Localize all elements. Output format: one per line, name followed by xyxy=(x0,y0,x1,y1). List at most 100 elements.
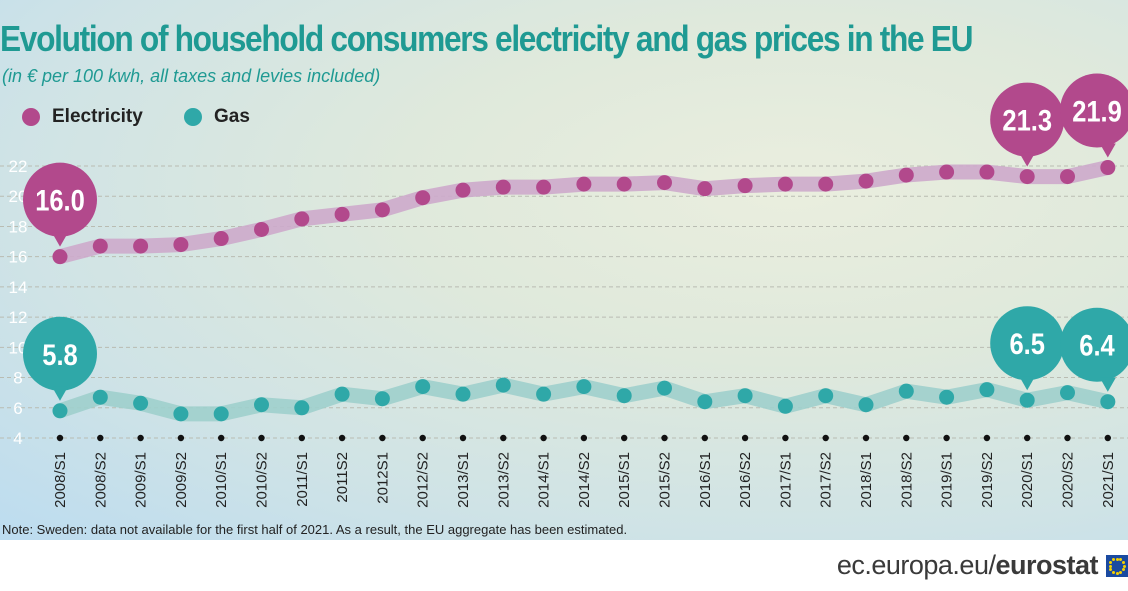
eu-star-icon xyxy=(1112,570,1115,574)
data-point-gas xyxy=(657,380,672,396)
x-tick-label: 2017/S2 xyxy=(818,452,835,508)
x-tick-label: 2009/S2 xyxy=(173,452,190,508)
eu-flag-icon xyxy=(1106,555,1128,577)
source-brand: eurostat xyxy=(995,550,1098,580)
data-point-gas xyxy=(254,397,269,413)
callout-value: 16.0 xyxy=(35,184,85,217)
x-tick-dot xyxy=(903,434,910,442)
eu-star-icon xyxy=(1121,568,1125,571)
data-point-gas xyxy=(1019,392,1035,408)
x-tick-label: 2016/S2 xyxy=(737,452,754,508)
eu-star-icon xyxy=(1115,571,1119,575)
callout-bubble xyxy=(23,162,97,237)
y-tick-label: 22 xyxy=(9,157,28,176)
x-tick-dot xyxy=(1064,434,1071,442)
callout-value: 5.8 xyxy=(42,338,77,371)
x-tick-dot xyxy=(741,434,749,442)
legend-label-electricity: Electricity xyxy=(52,106,143,127)
callout-gas: 5.8 xyxy=(23,316,97,401)
x-tick-dot xyxy=(459,434,467,442)
eu-star-icon xyxy=(1109,561,1113,564)
x-tick-dot xyxy=(1104,434,1112,442)
data-point-electricity xyxy=(374,202,390,218)
data-point-electricity xyxy=(898,167,914,183)
callout-value: 6.5 xyxy=(1009,327,1044,360)
callout-pointer xyxy=(52,232,68,247)
y-tick-label: 8 xyxy=(13,369,22,388)
data-point-gas xyxy=(415,379,431,395)
x-tick-label: 2008/S1 xyxy=(52,452,69,508)
data-point-electricity xyxy=(213,231,229,247)
data-point-electricity xyxy=(858,173,874,189)
x-tick-label: 2010/S2 xyxy=(254,452,271,508)
callout-pointer xyxy=(1019,152,1036,167)
callout-pointer xyxy=(1099,143,1116,158)
callout-pointer xyxy=(1099,377,1116,392)
data-point-electricity xyxy=(334,206,350,222)
x-tick-label: 2016/S1 xyxy=(697,452,714,508)
eu-star-icon xyxy=(1108,564,1112,568)
x-tick-label: 2020/S2 xyxy=(1060,452,1077,508)
x-tick-dot xyxy=(298,434,305,442)
data-point-gas xyxy=(576,379,592,395)
callout-value: 6.4 xyxy=(1079,329,1115,362)
callout-electricity: 16.0 xyxy=(23,162,97,247)
legend-swatch-gas xyxy=(184,108,202,126)
x-tick-label: 2010/S1 xyxy=(213,452,230,508)
x-tick-dot xyxy=(983,434,991,442)
y-tick-label: 10 xyxy=(9,338,28,357)
x-tick-dot xyxy=(97,434,104,442)
eu-star-icon xyxy=(1112,558,1115,562)
legend-swatch-electricity xyxy=(22,108,40,126)
data-point-electricity xyxy=(52,249,68,265)
y-tick-label: 14 xyxy=(9,278,28,297)
footnote: Note: Sweden: data not available for the… xyxy=(2,522,628,537)
x-tick-label: 2012/S2 xyxy=(415,452,432,508)
legend-item-gas: Gas xyxy=(184,106,250,128)
callout-value: 21.9 xyxy=(1072,95,1122,128)
data-point-electricity xyxy=(92,238,108,254)
data-point-gas xyxy=(898,383,914,399)
source-domain: ec.europa.eu/ xyxy=(836,550,996,580)
callout-gas: 6.5 xyxy=(990,306,1065,391)
data-point-gas xyxy=(213,406,229,422)
eu-star-icon xyxy=(1109,568,1113,571)
data-point-gas xyxy=(294,400,310,416)
data-point-electricity xyxy=(294,211,310,227)
data-point-gas xyxy=(818,388,834,404)
y-tick-label: 12 xyxy=(9,308,28,327)
source-link[interactable]: ec.europa.eu/eurostat xyxy=(836,550,1099,581)
x-tick-label: 2015/S2 xyxy=(657,452,674,508)
x-tick-label: 2020/S1 xyxy=(1019,452,1036,508)
x-tick-label: 2018/S1 xyxy=(858,452,875,508)
eu-star-icon xyxy=(1121,561,1125,564)
data-point-electricity xyxy=(1060,169,1075,185)
x-tick-dot xyxy=(701,434,708,442)
data-point-gas xyxy=(133,395,149,411)
callout-electricity: 21.3 xyxy=(990,82,1065,167)
data-point-electricity xyxy=(133,238,149,254)
x-tick-dot xyxy=(1023,434,1031,442)
x-tick-dot xyxy=(500,434,507,442)
x-tick-dot xyxy=(56,434,64,442)
data-point-electricity xyxy=(1100,160,1116,176)
x-tick-label: 2019/S1 xyxy=(939,452,956,508)
chart-title: Evolution of household consumers electri… xyxy=(0,18,973,59)
x-tick-label: 2013/S1 xyxy=(455,452,472,508)
data-point-gas xyxy=(777,398,793,414)
y-tick-label: 20 xyxy=(9,187,28,206)
data-point-electricity xyxy=(979,164,995,180)
callout-gas: 6.4 xyxy=(1060,307,1128,392)
callout-value: 21.3 xyxy=(1002,104,1052,137)
data-point-gas xyxy=(939,389,955,405)
data-point-gas xyxy=(737,388,753,404)
data-point-electricity xyxy=(495,179,511,195)
legend-label-gas: Gas xyxy=(214,106,250,127)
x-tick-dot xyxy=(379,434,386,442)
x-tick-label: 2017/S1 xyxy=(777,452,794,508)
x-tick-label: 2014/S2 xyxy=(576,452,593,508)
x-tick-label: 2019/S2 xyxy=(979,452,996,508)
data-point-electricity xyxy=(254,221,269,237)
x-tick-label: 2011/S1 xyxy=(294,452,311,507)
